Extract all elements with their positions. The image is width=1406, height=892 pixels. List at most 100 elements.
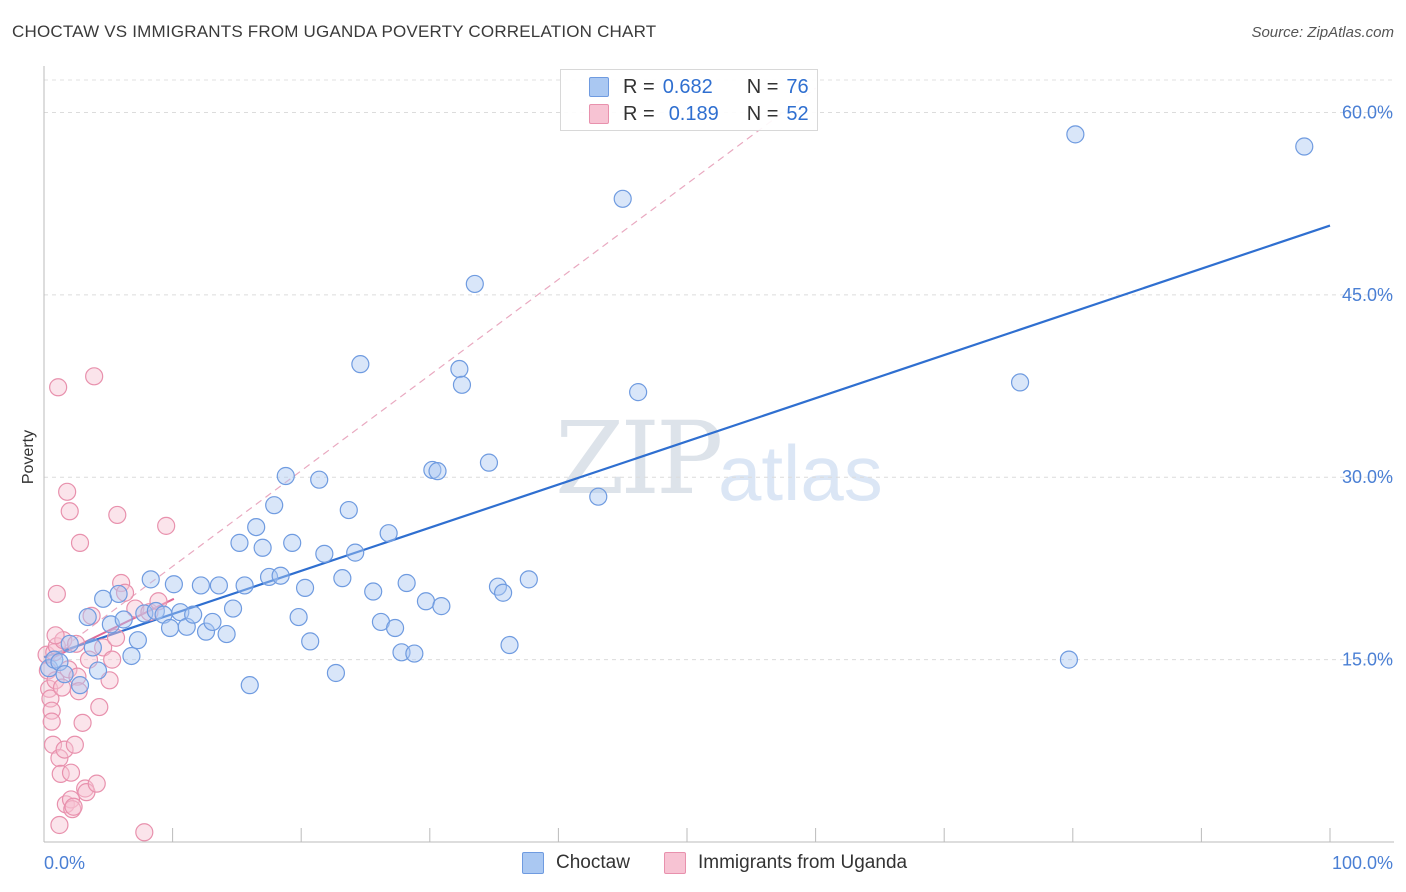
data-point xyxy=(265,496,284,515)
legend-row-uganda: R = 0.189 N = 52 xyxy=(589,102,809,126)
data-point xyxy=(100,671,119,690)
data-point xyxy=(164,575,183,594)
data-point xyxy=(405,644,424,663)
legend-swatch-uganda xyxy=(589,104,609,124)
source-label: Source: ZipAtlas.com xyxy=(1251,24,1394,41)
data-point xyxy=(1059,650,1079,669)
data-point xyxy=(47,584,66,604)
y-tick-label: 60.0% xyxy=(1342,102,1393,122)
data-point xyxy=(184,605,203,624)
data-point xyxy=(108,505,127,525)
axes xyxy=(43,66,1394,843)
gridlines xyxy=(44,79,1394,661)
data-point xyxy=(315,544,334,563)
data-point xyxy=(271,566,290,585)
data-point xyxy=(240,676,259,695)
data-point xyxy=(253,538,272,557)
data-point xyxy=(85,367,104,386)
data-point xyxy=(115,583,135,602)
data-point xyxy=(217,624,236,644)
data-point xyxy=(283,533,302,552)
data-point xyxy=(135,604,154,623)
data-point xyxy=(55,665,74,684)
data-point xyxy=(58,482,77,501)
legend-row-choctaw: R = 0.682 N = 76 xyxy=(589,75,809,99)
data-point xyxy=(157,516,176,535)
data-point xyxy=(339,500,358,520)
data-point xyxy=(94,638,113,657)
data-point xyxy=(333,569,352,588)
data-point xyxy=(479,453,499,472)
series-legend: Choctaw Immigrants from Uganda xyxy=(0,852,1406,876)
legend-n-label: N = xyxy=(746,75,779,98)
data-point xyxy=(351,355,370,374)
data-point xyxy=(50,815,69,835)
data-point xyxy=(83,638,102,657)
data-point xyxy=(126,599,145,618)
series-label-choctaw: Choctaw xyxy=(556,852,630,873)
data-point xyxy=(94,589,113,608)
data-point xyxy=(87,774,106,793)
legend-r-value: 0.682 xyxy=(662,75,713,98)
data-point xyxy=(235,576,254,595)
trend-lines xyxy=(43,87,1331,663)
series-label-uganda: Immigrants from Uganda xyxy=(698,852,908,873)
data-point xyxy=(295,578,315,597)
data-point xyxy=(432,597,451,616)
data-point xyxy=(64,797,83,816)
data-point xyxy=(46,626,65,645)
data-point xyxy=(209,576,228,595)
data-point xyxy=(223,599,243,618)
data-point xyxy=(78,607,97,627)
data-point xyxy=(428,462,447,481)
legend-n-label: N = xyxy=(746,102,779,125)
data-point xyxy=(1066,125,1085,144)
legend-r-label: R = xyxy=(623,75,655,98)
data-point xyxy=(385,618,405,638)
correlation-legend: R = 0.682 N = 76 R = 0.189 N = 52 xyxy=(560,69,818,131)
data-point xyxy=(450,359,469,379)
data-point xyxy=(40,659,59,678)
data-point xyxy=(60,634,79,653)
data-point xyxy=(42,712,61,731)
y-axis-label: Poverty xyxy=(20,430,37,484)
data-point xyxy=(60,502,79,521)
data-point xyxy=(465,274,484,294)
data-point xyxy=(326,663,346,683)
data-point xyxy=(247,517,266,537)
data-point xyxy=(112,573,131,593)
data-point xyxy=(141,570,160,589)
data-point xyxy=(500,635,519,655)
data-point xyxy=(73,713,92,732)
series-legend-uganda: Immigrants from Uganda xyxy=(664,852,907,874)
legend-r-value: 0.189 xyxy=(668,102,719,125)
y-tick-label: 30.0% xyxy=(1342,467,1393,487)
data-point xyxy=(61,790,81,809)
data-point xyxy=(276,466,295,486)
data-point xyxy=(69,682,88,701)
data-point xyxy=(70,676,90,695)
data-points xyxy=(37,125,1314,842)
trend-line-uganda-extended xyxy=(43,87,816,663)
series-swatch-choctaw xyxy=(522,852,544,874)
data-point xyxy=(364,582,383,601)
data-point xyxy=(103,650,122,669)
data-point xyxy=(1295,137,1314,156)
x-tick-label: 0.0% xyxy=(44,853,85,873)
series-swatch-uganda xyxy=(664,852,686,874)
series-legend-choctaw: Choctaw xyxy=(522,852,630,874)
data-point xyxy=(191,576,210,595)
data-point xyxy=(379,524,398,543)
data-point xyxy=(90,697,109,717)
data-point xyxy=(310,470,329,489)
data-point xyxy=(416,592,436,611)
legend-n-value: 52 xyxy=(786,102,809,125)
data-point xyxy=(589,487,608,506)
legend-n-value: 76 xyxy=(786,75,809,98)
data-point xyxy=(160,618,180,638)
data-point xyxy=(346,543,365,562)
data-point xyxy=(452,375,472,394)
data-point xyxy=(109,584,128,604)
legend-swatch-choctaw xyxy=(589,77,609,97)
